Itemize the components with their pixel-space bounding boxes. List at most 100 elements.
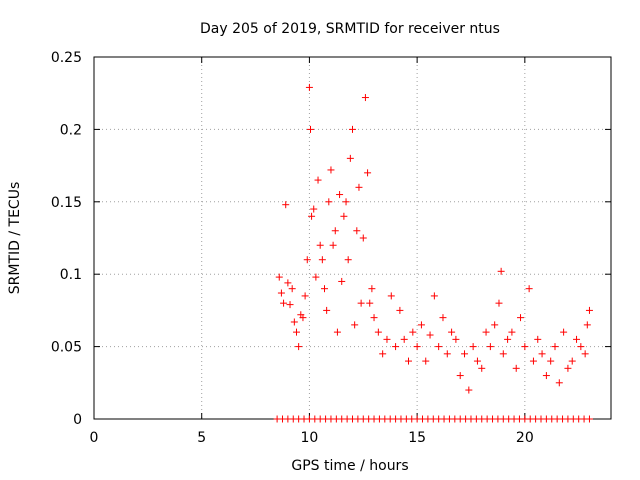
- data-point: [551, 343, 559, 351]
- data-point: [396, 306, 404, 314]
- data-point: [413, 343, 421, 351]
- data-point: [512, 364, 520, 372]
- data-point: [351, 321, 359, 329]
- data-point: [280, 299, 288, 307]
- data-point-zero: [585, 415, 593, 423]
- data-point: [478, 364, 486, 372]
- data-point: [435, 343, 443, 351]
- data-point: [560, 328, 568, 336]
- data-point: [303, 256, 311, 264]
- data-point: [508, 328, 516, 336]
- data-point: [301, 292, 309, 300]
- data-point: [534, 335, 542, 343]
- data-point: [305, 83, 313, 91]
- chart-title: Day 205 of 2019, SRMTID for receiver ntu…: [200, 21, 500, 37]
- data-point: [316, 241, 324, 249]
- data-point: [295, 343, 303, 351]
- x-tick-label: 15: [408, 430, 426, 446]
- x-tick-label: 10: [301, 430, 319, 446]
- data-point: [299, 314, 307, 322]
- axis-ticks: 0 0.05 0.1 0.15 0.2 0.25 0 5 10 15 20: [51, 50, 611, 446]
- y-tick-label: 0.15: [51, 195, 82, 211]
- data-points: [273, 83, 593, 423]
- data-point: [443, 350, 451, 358]
- data-point: [473, 357, 481, 365]
- data-point: [409, 328, 417, 336]
- data-point: [290, 318, 298, 326]
- data-point: [277, 289, 285, 297]
- data-point: [430, 292, 438, 300]
- data-point: [400, 335, 408, 343]
- data-point: [448, 328, 456, 336]
- data-point: [417, 321, 425, 329]
- data-point: [342, 198, 350, 206]
- data-point: [525, 285, 533, 293]
- data-point: [355, 183, 363, 191]
- data-point: [340, 212, 348, 220]
- y-axis-label: SRMTID / TECUs: [7, 182, 23, 295]
- data-point: [329, 241, 337, 249]
- data-point: [344, 256, 352, 264]
- data-point: [581, 350, 589, 358]
- data-point: [364, 169, 372, 177]
- data-point: [405, 357, 413, 365]
- plot-frame: [93, 56, 612, 420]
- data-point: [320, 285, 328, 293]
- y-tick-label: 0: [73, 412, 82, 428]
- data-point: [439, 314, 447, 322]
- grid: [94, 57, 611, 419]
- data-point: [323, 306, 331, 314]
- data-point: [542, 372, 550, 380]
- data-point: [286, 301, 294, 309]
- data-point: [499, 350, 507, 358]
- data-point: [564, 364, 572, 372]
- data-point: [573, 335, 581, 343]
- data-point: [359, 234, 367, 242]
- y-tick-label: 0.2: [60, 122, 82, 138]
- data-point: [486, 343, 494, 351]
- data-point: [422, 357, 430, 365]
- y-tick-label: 0.1: [60, 267, 82, 283]
- data-point: [555, 379, 563, 387]
- data-point: [538, 350, 546, 358]
- data-point: [292, 328, 300, 336]
- data-point: [310, 205, 318, 213]
- data-point: [547, 357, 555, 365]
- x-tick-label: 5: [197, 430, 206, 446]
- data-point: [452, 335, 460, 343]
- data-point: [308, 212, 316, 220]
- data-point: [469, 343, 477, 351]
- data-point: [361, 94, 369, 102]
- data-point: [275, 273, 283, 281]
- data-point: [368, 285, 376, 293]
- data-point: [288, 285, 296, 293]
- data-point: [426, 331, 434, 339]
- data-point: [327, 166, 335, 174]
- data-point: [370, 314, 378, 322]
- data-point: [387, 292, 395, 300]
- data-point: [282, 201, 290, 209]
- data-point: [529, 357, 537, 365]
- data-point: [465, 386, 473, 394]
- data-point: [333, 328, 341, 336]
- data-point: [284, 279, 292, 287]
- data-point: [497, 267, 505, 275]
- data-point: [306, 125, 314, 133]
- data-point: [482, 328, 490, 336]
- x-tick-label: 20: [516, 430, 534, 446]
- x-axis-label: GPS time / hours: [291, 458, 408, 474]
- data-point: [568, 357, 576, 365]
- data-point: [379, 350, 387, 358]
- data-point: [331, 227, 339, 235]
- data-point: [314, 176, 322, 184]
- data-point: [495, 299, 503, 307]
- data-point: [338, 277, 346, 285]
- data-point: [325, 198, 333, 206]
- data-point: [521, 343, 529, 351]
- data-point: [383, 335, 391, 343]
- data-point: [577, 343, 585, 351]
- data-point: [353, 227, 361, 235]
- data-point: [366, 299, 374, 307]
- data-point: [346, 154, 354, 162]
- data-point: [583, 321, 591, 329]
